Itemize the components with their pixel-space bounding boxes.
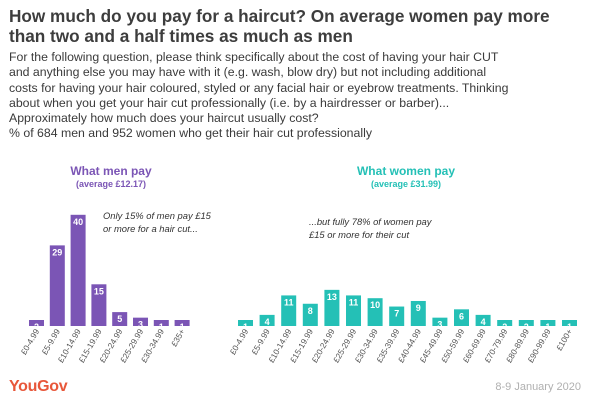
women-data-label: 1 (243, 322, 248, 332)
question-line: about when you get your hair cut profess… (9, 95, 450, 110)
women-annotation-line: ...but fully 78% of women pay (309, 216, 432, 227)
men-tick-label: £0-4.99 (19, 327, 42, 357)
women-data-label: 8 (308, 306, 313, 316)
question-line: costs for having your hair coloured, sty… (9, 80, 509, 95)
women-bar (432, 317, 448, 326)
women-data-label: 11 (284, 297, 294, 307)
men-annotation: Only 15% of men pay £15 or more for a ha… (103, 210, 211, 235)
women-data-label: 2 (524, 322, 529, 332)
women-annotation: ...but fully 78% of women pay £15 or mor… (309, 216, 431, 241)
men-data-label: 2 (34, 322, 39, 332)
women-bar (540, 320, 556, 326)
men-data-label: 40 (73, 217, 83, 227)
survey-date: 8-9 January 2020 (495, 381, 581, 393)
question-line: % of 684 men and 952 women who get their… (9, 126, 372, 141)
women-bar (518, 320, 534, 326)
women-data-label: 11 (349, 297, 359, 307)
men-bar (49, 245, 65, 326)
men-annotation-line: Only 15% of men pay £15 (103, 210, 211, 221)
women-bar (302, 303, 318, 326)
question-text: For the following question, please think… (9, 50, 589, 142)
women-chart-title: What women pay (average £31.99) (346, 164, 466, 190)
men-data-label: 1 (159, 322, 164, 332)
men-data-label: 1 (180, 322, 185, 332)
men-chart-title: What men pay (average £12.17) (56, 164, 166, 190)
men-data-label: 5 (117, 314, 122, 324)
yougov-logo: YouGov (9, 378, 68, 395)
women-annotation-line: £15 or more for their cut (309, 228, 410, 240)
women-bar (562, 320, 577, 326)
women-data-label: 3 (437, 320, 442, 330)
question-line: For the following question, please think… (9, 50, 499, 64)
women-bar (346, 295, 361, 326)
men-chart-title-text: What men pay (70, 164, 152, 178)
women-tick-label: £5-9.99 (249, 327, 272, 357)
men-data-label: 15 (94, 286, 104, 296)
women-bar (389, 306, 405, 326)
men-bar (70, 214, 86, 326)
question-line: and anything else you may have with it (… (9, 65, 487, 80)
women-data-label: 4 (481, 317, 486, 327)
men-data-label: 3 (138, 320, 143, 330)
women-data-label: 13 (327, 292, 337, 302)
women-bar (454, 309, 469, 326)
page-title: How much do you pay for a haircut? On av… (9, 6, 550, 46)
women-chart-subtitle: (average £31.99) (370, 179, 442, 189)
women-data-label: 10 (370, 300, 380, 310)
women-tick-label: £0-4.99 (228, 327, 251, 357)
women-bar (259, 314, 275, 326)
women-data-label: 7 (394, 309, 399, 319)
women-data-label: 1 (545, 322, 550, 332)
women-data-label: 9 (416, 303, 421, 313)
women-data-label: 6 (459, 311, 464, 321)
women-bar (410, 300, 426, 326)
women-chart-title-text: What women pay (356, 164, 455, 178)
women-tick-label: £100+ (554, 327, 574, 352)
women-data-label: 4 (265, 317, 270, 327)
men-bar (153, 320, 169, 326)
question-line: Approximately how much does your haircut… (9, 111, 319, 126)
men-bar (112, 312, 128, 326)
men-data-label: 29 (52, 247, 62, 257)
women-bar (238, 320, 253, 326)
women-data-label: 1 (567, 322, 572, 332)
women-data-label: 2 (502, 322, 507, 332)
men-bar (29, 320, 44, 326)
women-bar (475, 314, 491, 326)
women-bar (497, 320, 513, 326)
men-bar (133, 317, 148, 326)
men-bar (174, 320, 190, 326)
men-bar (91, 284, 107, 326)
women-bar (324, 289, 340, 326)
women-bar (367, 298, 383, 326)
men-chart-subtitle: (average £12.17) (75, 179, 147, 189)
men-annotation-line: or more for a hair cut... (103, 222, 198, 234)
women-bar (281, 295, 297, 326)
